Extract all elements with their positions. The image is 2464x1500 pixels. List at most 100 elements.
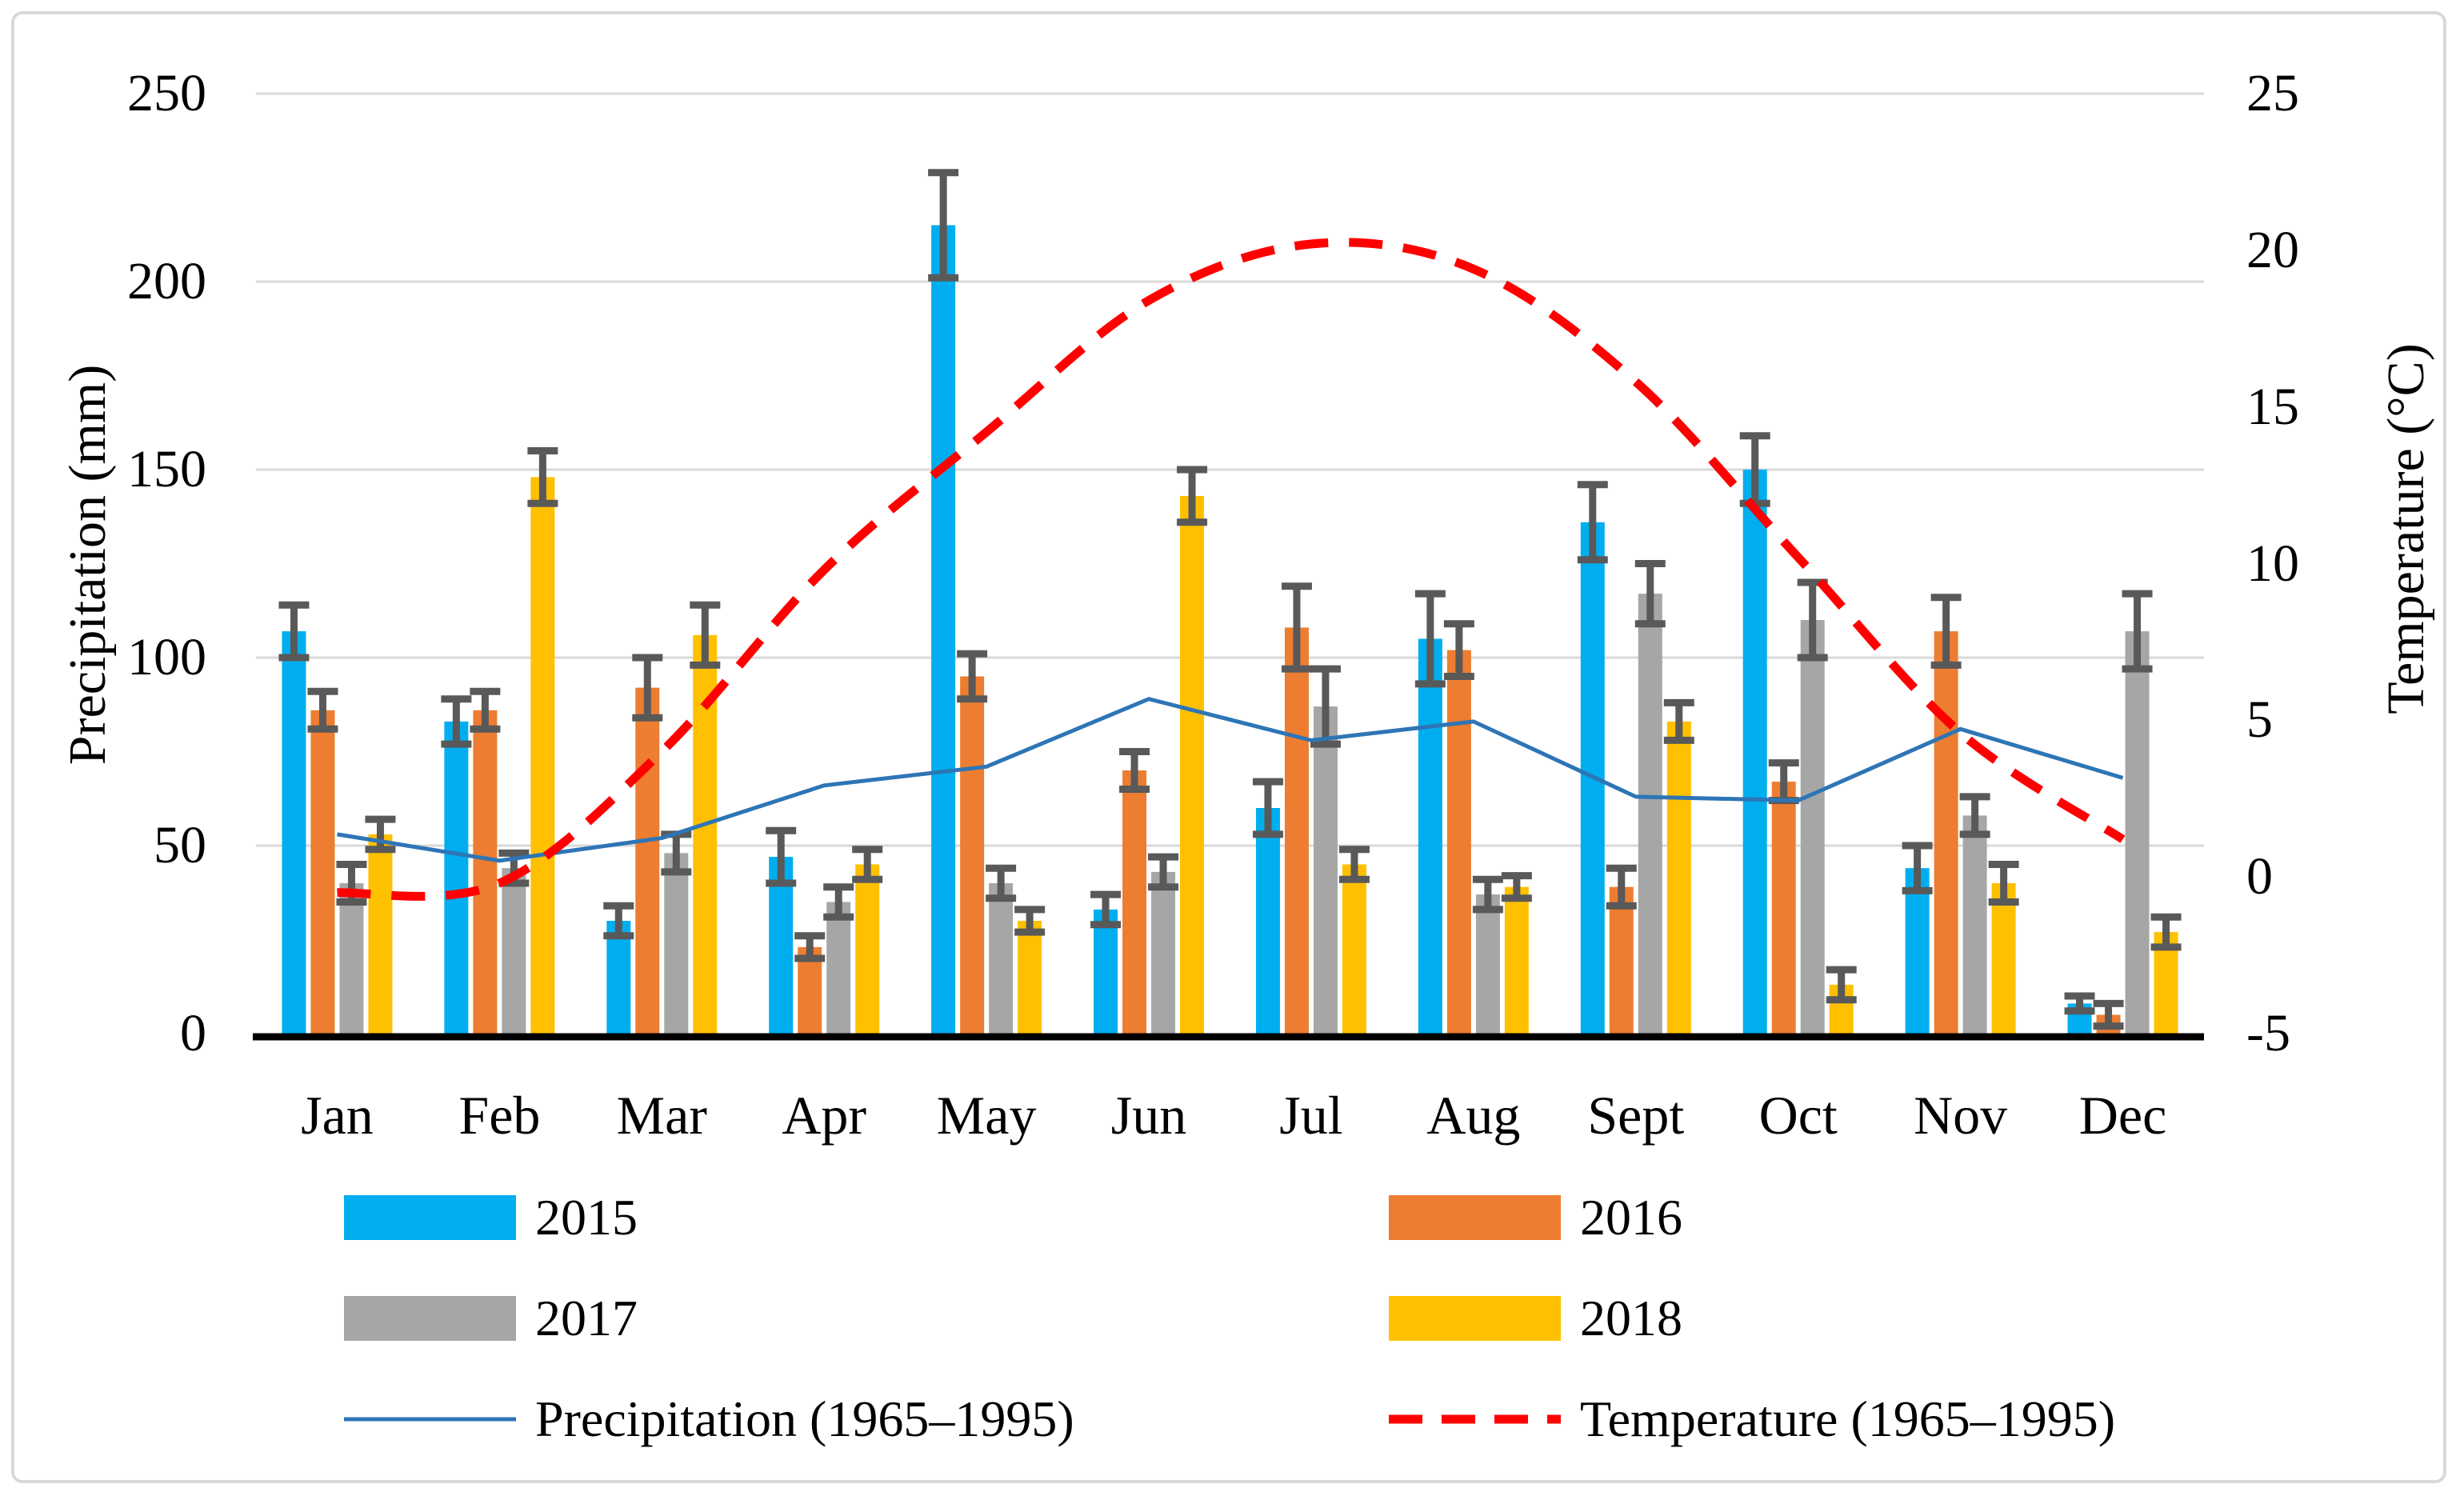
bar-2015-May — [931, 225, 956, 1034]
errorbar-2015-Dec — [2064, 992, 2095, 1015]
bar-2017-Mar — [664, 853, 689, 1034]
y-right-tick-0: 0 — [2246, 847, 2273, 906]
y-right-tick-10: 10 — [2246, 534, 2299, 593]
errorbar-2016-Sept — [1606, 864, 1637, 910]
errorbar-2016-Jan — [307, 687, 338, 733]
errorbar-2017-Sept — [1634, 560, 1666, 628]
x-tick-jan: Jan — [301, 1085, 374, 1146]
bar-2018-Aug — [1504, 886, 1529, 1034]
bar-2017-Dec — [2125, 631, 2150, 1034]
errorbar-2016-Feb — [470, 687, 501, 733]
bar-2015-Feb — [444, 721, 469, 1034]
errorbar-2015-Jan — [278, 601, 310, 662]
bar-2016-Feb — [473, 710, 498, 1034]
legend-line-sample-temperature — [1389, 1414, 1561, 1424]
errorbar-2018-Aug — [1501, 872, 1532, 902]
errorbar-2018-Jun — [1177, 466, 1208, 526]
errorbar-2016-Jun — [1119, 748, 1150, 793]
bar-2016-Sept — [1609, 886, 1634, 1034]
errorbar-2015-Jun — [1090, 890, 1122, 929]
errorbar-2017-May — [986, 864, 1017, 902]
errorbar-2015-Mar — [603, 902, 634, 940]
legend-label-2017: 2017 — [535, 1290, 638, 1346]
legend-label-2015: 2015 — [535, 1189, 638, 1246]
bar-2018-Jan — [368, 834, 393, 1034]
errorbar-2015-Nov — [1902, 842, 1933, 894]
legend-item-precipitation-normal: Precipitation (1965–1995) — [344, 1371, 1074, 1467]
errorbar-2015-Aug — [1414, 590, 1446, 688]
bar-2016-Mar — [635, 687, 660, 1034]
y-right-tick-5: 5 — [2246, 690, 2273, 750]
bar-2015-Oct — [1742, 470, 1767, 1034]
errorbar-2015-Sept — [1577, 481, 1608, 564]
bar-2017-Nov — [1962, 815, 1987, 1034]
bar-2017-Feb — [502, 868, 526, 1034]
legend-swatch-2015 — [344, 1195, 516, 1240]
y-left-tick-250: 250 — [127, 64, 206, 122]
bar-2015-Mar — [606, 921, 631, 1034]
legend-item-2015: 2015 — [344, 1170, 638, 1266]
bar-2017-Jul — [1313, 706, 1338, 1034]
legend-swatch-2018 — [1389, 1296, 1561, 1341]
bar-2017-Sept — [1638, 594, 1662, 1034]
bar-2016-Jul — [1284, 627, 1309, 1034]
errorbar-2015-Apr — [766, 826, 797, 887]
legend-item-temperature-normal: Temperature (1965–1995) — [1389, 1371, 2115, 1467]
errorbar-2018-Dec — [2150, 913, 2182, 951]
bar-2015-Aug — [1418, 638, 1442, 1034]
y-left-tick-200: 200 — [127, 252, 206, 310]
y-axis-left-ticks: 0 50 100 150 200 250 — [72, 0, 206, 1120]
bar-2017-Aug — [1475, 894, 1500, 1034]
precipitation-normal-line — [337, 697, 2124, 863]
x-tick-apr: Apr — [782, 1085, 867, 1146]
legend-row-2: 2017 2018 — [344, 1270, 2184, 1366]
temperature-normal-line — [337, 238, 2126, 901]
x-tick-feb: Feb — [458, 1085, 541, 1146]
bar-2018-May — [1018, 921, 1042, 1034]
bar-2018-Sept — [1666, 721, 1691, 1034]
legend-row-1: 2015 2016 — [344, 1170, 2184, 1266]
bar-2016-Nov — [1934, 631, 1958, 1034]
errorbar-2018-Oct — [1826, 966, 1857, 1004]
y-axis-right-ticks: -5 0 5 10 15 20 25 — [2246, 0, 2438, 1120]
errorbar-2016-Jul — [1281, 582, 1312, 673]
errorbar-2016-Dec — [2093, 999, 2124, 1030]
y-right-tick--5: -5 — [2246, 1004, 2290, 1062]
errorbar-2015-Jul — [1252, 778, 1283, 838]
errorbar-2016-Mar — [632, 654, 663, 722]
errorbar-2017-Apr — [823, 883, 854, 921]
errorbar-2017-Aug — [1472, 875, 1503, 914]
errorbar-2018-Nov — [1988, 861, 2019, 906]
bar-2015-Jan — [282, 631, 306, 1034]
x-axis-labels: Jan Feb Mar Apr May Jun Jul Aug Sept Oct Nov Dec — [0, 1082, 2464, 1154]
y-left-tick-150: 150 — [127, 440, 206, 498]
errorbar-2018-Feb — [527, 447, 558, 507]
legend-label-temperature-normal: Temperature (1965–1995) — [1580, 1390, 2116, 1447]
bar-2016-Aug — [1446, 650, 1471, 1034]
legend-label-precipitation-normal: Precipitation (1965–1995) — [535, 1390, 1074, 1447]
bar-2017-Jun — [1151, 871, 1176, 1034]
errorbar-2017-Jul — [1310, 665, 1341, 748]
legend-label-2018: 2018 — [1580, 1290, 1682, 1346]
y-right-tick-15: 15 — [2246, 377, 2299, 436]
errorbar-2018-Mar — [690, 601, 721, 669]
errorbar-2016-Apr — [794, 932, 826, 962]
x-tick-jun: Jun — [1110, 1085, 1187, 1146]
bar-2016-Oct — [1771, 782, 1796, 1034]
errorbar-2015-May — [928, 169, 959, 282]
x-tick-jul: Jul — [1279, 1085, 1343, 1146]
errorbar-2015-Feb — [441, 695, 472, 748]
y-axis-left-title: Precipitation (mm) — [58, 364, 117, 766]
errorbar-2017-Nov — [1959, 793, 1990, 838]
x-tick-dec: Dec — [2078, 1085, 2167, 1146]
bar-2017-May — [989, 883, 1014, 1034]
legend-label-2016: 2016 — [1580, 1189, 1682, 1246]
legend-row-3: Precipitation (1965–1995) Temperature (1… — [344, 1371, 2184, 1467]
y-right-tick-25: 25 — [2246, 64, 2299, 122]
bar-2016-Jan — [310, 710, 335, 1034]
errorbar-2016-Aug — [1443, 620, 1474, 680]
bar-2018-Feb — [530, 477, 555, 1034]
legend-line-sample-precipitation — [344, 1414, 516, 1424]
legend-item-2018: 2018 — [1389, 1270, 1682, 1366]
